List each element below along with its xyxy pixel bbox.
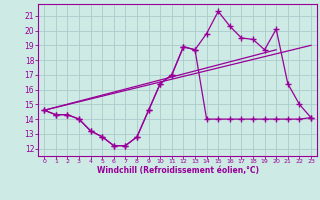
X-axis label: Windchill (Refroidissement éolien,°C): Windchill (Refroidissement éolien,°C) <box>97 166 259 175</box>
